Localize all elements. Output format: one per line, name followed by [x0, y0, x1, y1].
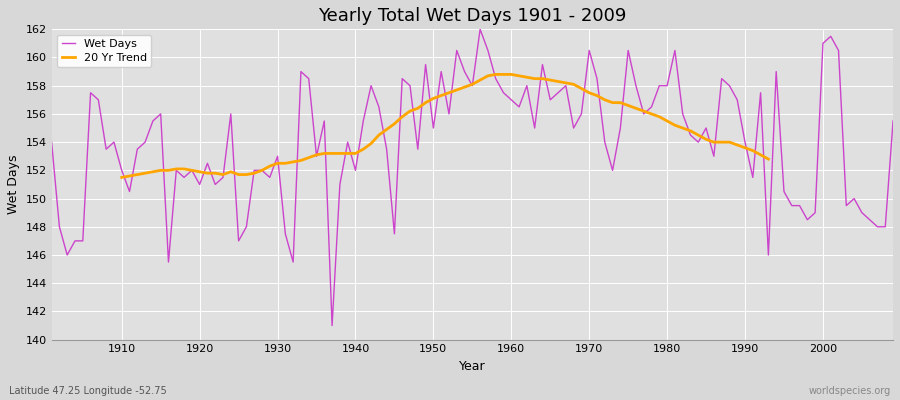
Title: Yearly Total Wet Days 1901 - 2009: Yearly Total Wet Days 1901 - 2009 — [318, 7, 626, 25]
20 Yr Trend — [763, 157, 774, 162]
Text: Latitude 47.25 Longitude -52.75: Latitude 47.25 Longitude -52.75 — [9, 386, 166, 396]
Wet Days — [887, 118, 898, 123]
20 Yr Trend — [436, 93, 446, 98]
20 Yr Trend — [116, 175, 127, 180]
Wet Days — [327, 323, 338, 328]
20 Yr Trend — [405, 109, 416, 114]
Wet Days — [514, 104, 525, 109]
20 Yr Trend — [615, 100, 626, 105]
Wet Days — [109, 140, 120, 144]
20 Yr Trend — [156, 168, 166, 173]
Text: worldspecies.org: worldspecies.org — [809, 386, 891, 396]
Wet Days — [521, 83, 532, 88]
Y-axis label: Wet Days: Wet Days — [7, 155, 20, 214]
Line: Wet Days: Wet Days — [51, 29, 893, 326]
Legend: Wet Days, 20 Yr Trend: Wet Days, 20 Yr Trend — [58, 35, 151, 67]
Wet Days — [46, 140, 57, 144]
Wet Days — [335, 182, 346, 187]
20 Yr Trend — [646, 112, 657, 116]
X-axis label: Year: Year — [459, 360, 486, 373]
Line: 20 Yr Trend: 20 Yr Trend — [122, 74, 769, 178]
20 Yr Trend — [491, 72, 501, 77]
Wet Days — [474, 27, 485, 32]
20 Yr Trend — [124, 174, 135, 178]
Wet Days — [615, 126, 626, 130]
Wet Days — [280, 232, 291, 236]
